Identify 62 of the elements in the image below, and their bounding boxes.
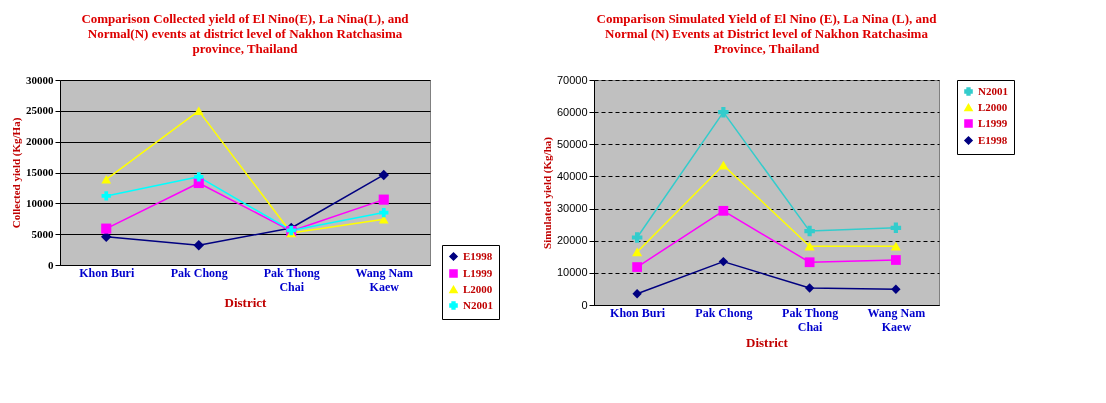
y-tick-label: 30000 [26,73,54,86]
x-tick-label: Pak Thong Chai [782,305,839,334]
point [890,241,901,251]
y-tick-label: 20000 [26,135,54,148]
point [632,262,643,272]
y-tick-label: 70000 [556,73,588,86]
point [891,284,901,294]
point [890,255,901,265]
point [631,232,643,243]
chart-title: Comparison Simulated Yield of El Nino (E), La Nina (L), and Normal (N) Events at District level of Nakhon Ratchasima Province, Thailand [596,11,938,56]
y-tick-label: 0 [48,258,54,271]
y-tick-label: 0 [581,298,588,311]
point [804,241,815,251]
x-tick-label: Khon Buri [610,305,666,320]
y-tick-label: 10000 [556,266,588,279]
point [632,247,643,257]
x-tick-label: Pak Thong Chai [263,265,320,294]
x-axis-title: District [224,294,268,310]
legend-label: L1999 [463,266,493,279]
point [194,172,204,182]
x-tick-label: Wang Nam Kaew [867,305,926,334]
y-tick-label: 20000 [556,234,588,247]
point [718,160,729,170]
legend-label: E1998 [463,249,493,262]
y-tick-label: 25000 [26,104,54,117]
y-axis-title: Collected yield (Kg/Ha) [10,117,23,229]
point [632,289,642,299]
x-tick-label: Khon Buri [79,265,135,280]
point [101,191,111,201]
point [804,257,815,268]
x-tick-label: Wang Nam Kaew [355,265,414,294]
x-tick-label: Pak Chong [170,265,228,280]
point [718,256,729,267]
legend-label: N2001 [463,298,493,311]
legend-label: E1998 [978,133,1008,146]
x-tick-label: Pak Chong [695,305,753,320]
point [193,106,204,116]
point [890,222,902,234]
point [379,207,389,218]
point [804,283,815,293]
y-tick-label: 10000 [26,196,54,209]
point [101,223,112,234]
x-axis-title: District [746,334,789,350]
point [378,194,389,205]
legend-label: L2000 [463,282,493,295]
legend-label: L1999 [978,116,1008,129]
point [378,169,389,181]
y-tick-label: 60000 [556,105,588,118]
point [193,240,204,251]
point [718,106,729,118]
y-tick-label: 5000 [31,227,54,240]
y-axis-title: Simulated yield (Kg/ha) [540,136,554,249]
point [718,205,729,216]
legend-label: N2001 [978,84,1008,97]
point [804,225,815,237]
y-tick-label: 30000 [556,202,588,215]
point [101,175,112,184]
chart-title: Comparison Collected yield of El Nino(E), La Nina(L), and Normal(N) events at district level of Nakhon Ratchasima province, Thailand [81,11,410,56]
y-tick-label: 40000 [556,169,588,182]
y-tick-label: 50000 [556,137,588,150]
legend-label: L2000 [978,100,1008,113]
y-tick-label: 15000 [26,166,54,178]
